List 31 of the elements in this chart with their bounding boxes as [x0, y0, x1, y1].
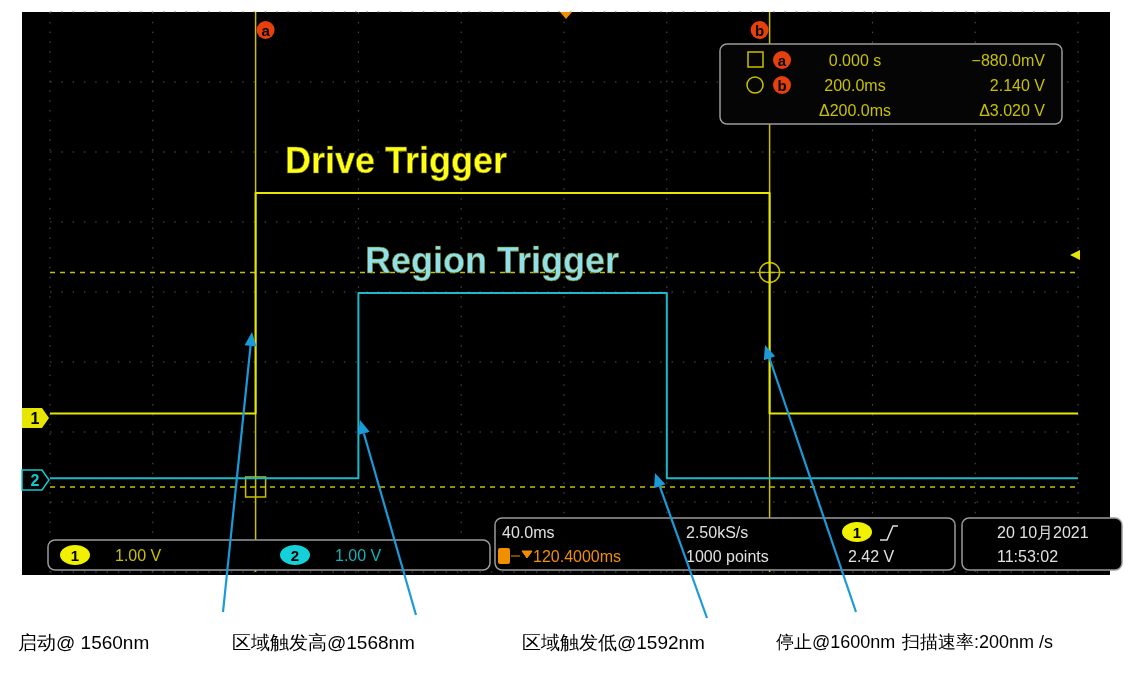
text: 120.4000ms [533, 547, 622, 565]
text: −880.0mV [971, 51, 1046, 69]
text: 2.140 V [989, 76, 1046, 94]
text: 1000 points [686, 547, 769, 565]
series-label: Drive Trigger [285, 139, 508, 181]
text: 1.00 V [335, 546, 382, 564]
text: 1 [70, 546, 80, 564]
text: 40.0ms [502, 523, 555, 541]
text: a [777, 51, 787, 69]
text: Δ3.020 V [979, 101, 1046, 119]
text: 启动@ 1560nm [18, 631, 150, 653]
text: 1 [852, 523, 862, 541]
text: 200.0ms [824, 76, 886, 94]
text: 1.00 V [115, 546, 162, 564]
series-label: Region Trigger [365, 239, 620, 281]
text: 2.50kS/s [686, 523, 749, 541]
text: 2 [290, 546, 300, 564]
text: Δ200.0ms [818, 101, 892, 119]
text: a [261, 21, 271, 39]
text: 11:53:02 [997, 547, 1059, 565]
text: 区域触发低@1592nm [522, 631, 705, 653]
text: 20 10月2021 [997, 523, 1089, 541]
text: b [777, 76, 787, 94]
text: 停止@1600nm [776, 632, 896, 652]
text: 区域触发高@1568nm [232, 631, 415, 653]
text: 0.000 s [828, 51, 882, 69]
text: b [755, 21, 765, 39]
text: 1 [30, 409, 40, 427]
text: 扫描速率:200nm /s [901, 632, 1054, 652]
text: 2.42 V [848, 547, 895, 565]
text: 2 [30, 471, 40, 489]
